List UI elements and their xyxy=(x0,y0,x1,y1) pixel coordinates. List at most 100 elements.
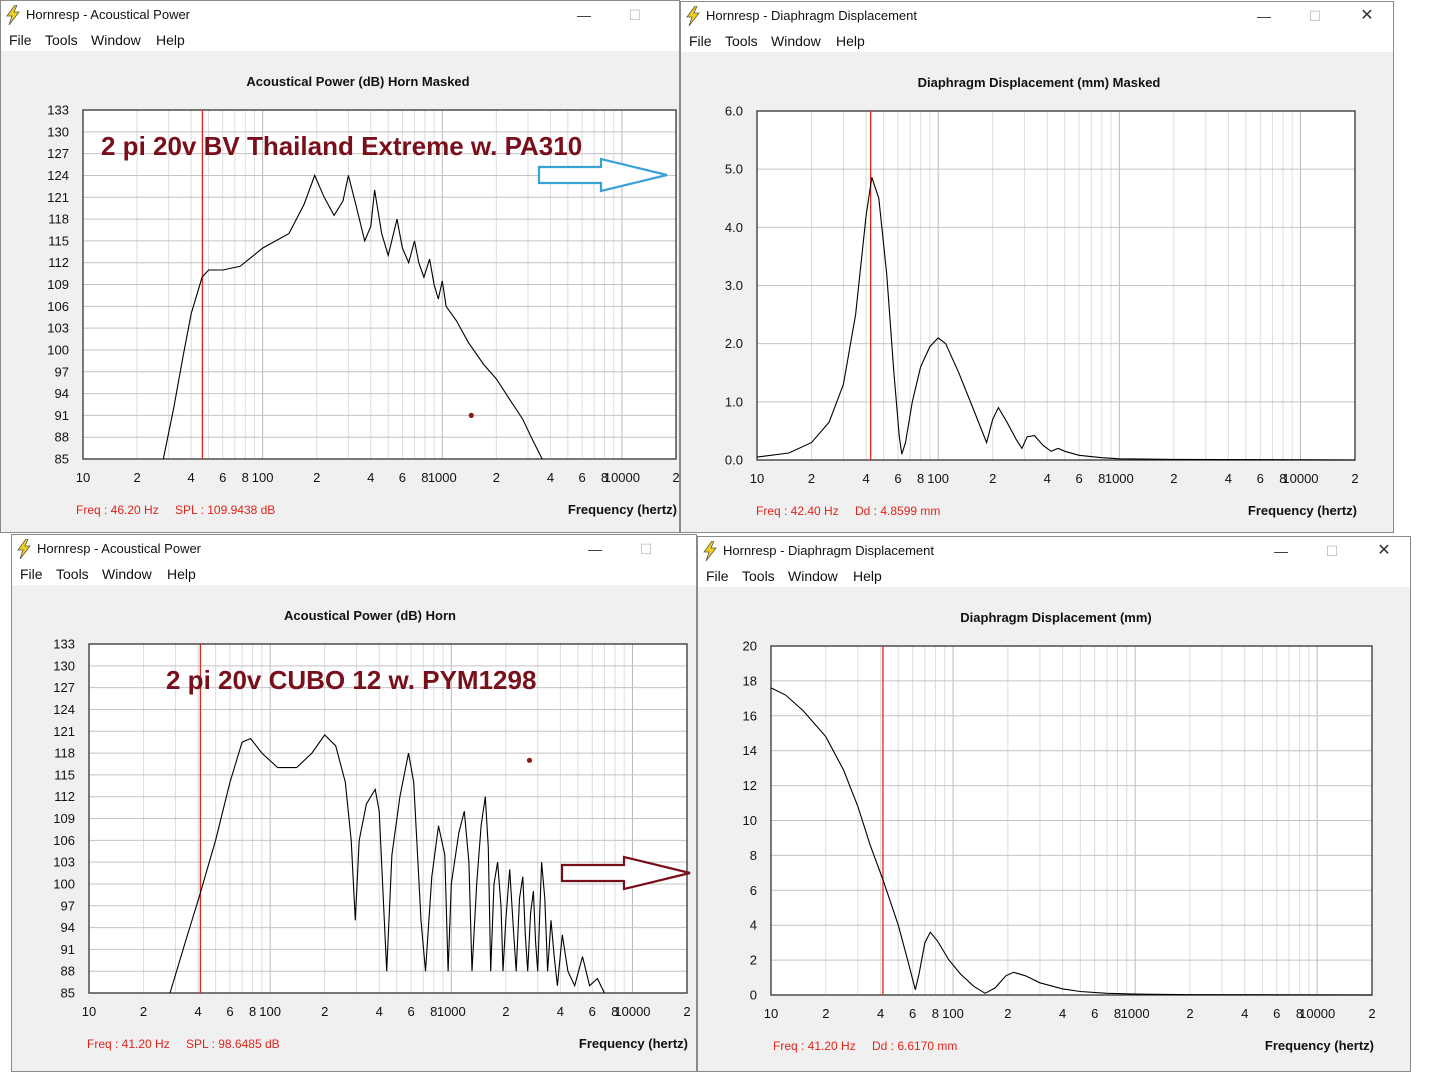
y-tick-label: 106 xyxy=(47,299,69,314)
y-tick-label: 94 xyxy=(61,920,75,935)
menu-file[interactable]: File xyxy=(20,566,43,582)
chart-diaphragm-displacement[interactable]: Diaphragm Displacement (mm) 201816141210… xyxy=(698,587,1410,1071)
window-title: Hornresp - Diaphragm Displacement xyxy=(706,8,917,23)
menu-help[interactable]: Help xyxy=(836,33,865,49)
title-bar[interactable]: Hornresp - Diaphragm Displacement — ☐ ✕ xyxy=(681,2,1393,30)
window-diaphragm-displacement-bottom[interactable]: Hornresp - Diaphragm Displacement — ☐ ✕ … xyxy=(697,536,1411,1072)
window-acoustical-power-bottom[interactable]: Hornresp - Acoustical Power — ☐ File Too… xyxy=(11,534,697,1072)
title-bar[interactable]: Hornresp - Acoustical Power — ☐ xyxy=(12,535,696,563)
arrow-right-icon xyxy=(560,855,691,891)
dd-readout: Dd : 6.6170 mm xyxy=(872,1039,957,1053)
annotation-text: 2 pi 20v CUBO 12 w. PYM1298 xyxy=(166,665,536,695)
close-button[interactable]: ✕ xyxy=(1360,7,1374,24)
x-tick-label: 4 xyxy=(1044,471,1051,486)
x-tick-label: 8 xyxy=(932,1006,939,1021)
menu-help[interactable]: Help xyxy=(167,566,196,582)
close-button[interactable]: ✕ xyxy=(1377,542,1391,559)
menu-window[interactable]: Window xyxy=(91,32,141,48)
x-tick-label: 6 xyxy=(226,1004,233,1019)
x-tick-label: 4 xyxy=(376,1004,383,1019)
x-tick-label: 6 xyxy=(894,471,901,486)
maximize-button[interactable]: ☐ xyxy=(639,541,653,557)
dd-readout: Dd : 4.8599 mm xyxy=(855,504,940,518)
x-tick-label: 6 xyxy=(578,470,585,485)
title-bar[interactable]: Hornresp - Diaphragm Displacement — ☐ ✕ xyxy=(698,537,1410,565)
marker-point xyxy=(526,757,533,763)
x-tick-label: 2 xyxy=(1004,1006,1011,1021)
menu-tools[interactable]: Tools xyxy=(742,568,775,584)
menu-tools[interactable]: Tools xyxy=(56,566,89,582)
y-tick-label: 115 xyxy=(54,767,75,782)
chart-diaphragm-displacement[interactable]: Diaphragm Displacement (mm) Masked 6.0 5.… xyxy=(681,52,1393,532)
minimize-button[interactable]: — xyxy=(577,7,591,23)
y-tick-label: 109 xyxy=(47,277,69,292)
y-tick-label: 94 xyxy=(55,386,69,401)
x-tick-label: 4 xyxy=(1225,471,1232,486)
chart-title: Diaphragm Displacement (mm) xyxy=(960,610,1151,625)
minimize-button[interactable]: — xyxy=(588,541,602,557)
menu-file[interactable]: File xyxy=(706,568,729,584)
x-tick-label: 4 xyxy=(1241,1006,1248,1021)
menu-bar: File Tools Window Help xyxy=(12,563,696,585)
maximize-button[interactable]: ☐ xyxy=(628,7,642,23)
y-tick-label: 97 xyxy=(55,364,69,379)
window-title: Hornresp - Acoustical Power xyxy=(37,541,202,556)
menu-tools[interactable]: Tools xyxy=(45,32,78,48)
chart-acoustical-power[interactable]: Acoustical Power (dB) Horn Masked 133 130… xyxy=(1,51,679,532)
title-bar[interactable]: Hornresp - Acoustical Power — ☐ xyxy=(1,1,679,29)
minimize-button[interactable]: — xyxy=(1274,543,1288,559)
chart-title: Acoustical Power (dB) Horn xyxy=(284,608,456,623)
series-line xyxy=(162,173,543,460)
x-axis-label: Frequency (hertz) xyxy=(1265,1038,1374,1053)
x-tick-label: 8 xyxy=(1114,1006,1121,1021)
series-line xyxy=(169,734,605,994)
window-acoustical-power-top[interactable]: Hornresp - Acoustical Power — ☐ File Too… xyxy=(0,0,680,533)
menu-file[interactable]: File xyxy=(689,33,712,49)
maximize-button[interactable]: ☐ xyxy=(1308,8,1322,24)
y-tick-label: 109 xyxy=(53,811,75,826)
y-tick-label: 85 xyxy=(61,986,75,1001)
y-tick-label: 6 xyxy=(750,883,757,898)
menu-file[interactable]: File xyxy=(9,32,32,48)
menu-help[interactable]: Help xyxy=(156,32,185,48)
y-tick-label: 2 xyxy=(750,953,757,968)
series-line xyxy=(770,687,1373,996)
y-tick-label: 91 xyxy=(55,408,69,423)
x-tick-label: 100 xyxy=(942,1006,964,1021)
maximize-button[interactable]: ☐ xyxy=(1325,543,1339,559)
x-tick-label: 6 xyxy=(589,1004,596,1019)
x-tick-label: 6 xyxy=(399,470,406,485)
x-tick-label: 8 xyxy=(1279,471,1286,486)
chart-acoustical-power[interactable]: Acoustical Power (dB) Horn 133 130 127 124 1… xyxy=(12,585,696,1071)
x-tick-label: 4 xyxy=(862,471,869,486)
minimize-button[interactable]: — xyxy=(1257,8,1271,24)
x-tick-label: 10 xyxy=(76,470,90,485)
x-tick-label: 6 xyxy=(219,470,226,485)
menu-tools[interactable]: Tools xyxy=(725,33,758,49)
x-tick-label: 6 xyxy=(1257,471,1264,486)
marker-point xyxy=(468,412,474,418)
menu-help[interactable]: Help xyxy=(853,568,882,584)
x-tick-label: 1000 xyxy=(1105,471,1134,486)
menu-window[interactable]: Window xyxy=(771,33,821,49)
x-tick-label: 2 xyxy=(822,1006,829,1021)
y-tick-label: 103 xyxy=(53,855,75,870)
x-tick-label: 4 xyxy=(547,470,554,485)
x-tick-label: 2 xyxy=(313,470,320,485)
x-tick-label: 8 xyxy=(1296,1006,1303,1021)
menu-window[interactable]: Window xyxy=(788,568,838,584)
hornresp-app-icon xyxy=(17,539,31,559)
x-tick-label: 4 xyxy=(877,1006,884,1021)
y-tick-label: 12 xyxy=(743,778,757,793)
y-tick-label: 1.0 xyxy=(725,394,743,409)
x-tick-label: 10000 xyxy=(604,470,640,485)
plot-frame xyxy=(756,110,1356,461)
y-tick-label: 0.0 xyxy=(725,453,743,468)
y-tick-label: 85 xyxy=(55,452,69,467)
y-tick-label: 121 xyxy=(47,190,69,205)
menu-window[interactable]: Window xyxy=(102,566,152,582)
y-tick-label: 5.0 xyxy=(725,162,743,177)
window-diaphragm-displacement-top[interactable]: Hornresp - Diaphragm Displacement — ☐ ✕ … xyxy=(680,1,1394,533)
x-tick-label: 2 xyxy=(989,471,996,486)
y-tick-label: 130 xyxy=(47,124,69,139)
